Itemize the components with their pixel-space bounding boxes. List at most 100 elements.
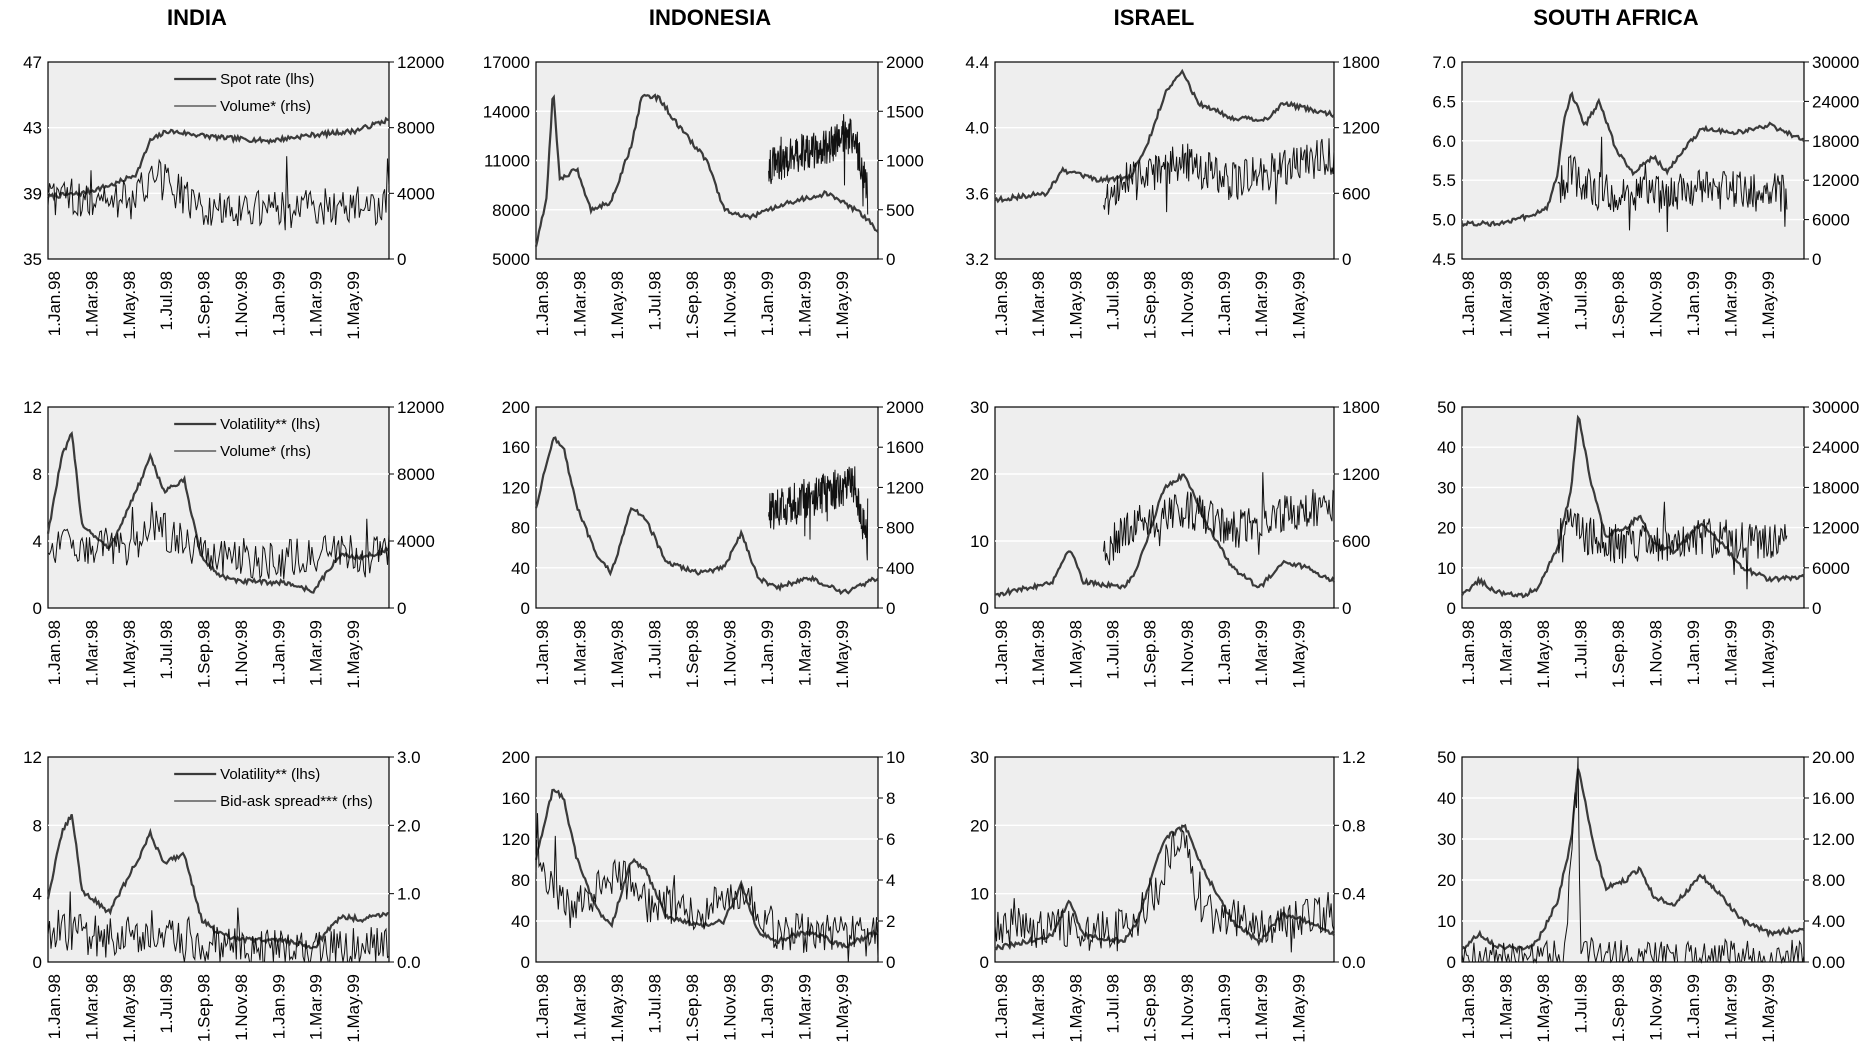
panel-southafrica-vol: 5040302010030000240001800012000600001.Ja… (1437, 398, 1859, 689)
x-tick-label: 1.May.98 (1534, 271, 1553, 340)
plot-area (1461, 61, 1805, 260)
lhs-tick-label: 80 (511, 519, 530, 538)
rhs-tick-label: 0 (886, 953, 895, 972)
x-tick-label: 1.Mar.98 (1497, 974, 1516, 1040)
x-tick-label: 1.Sep.98 (1609, 974, 1628, 1042)
panel-israel-spread: 30 20 10 0 1.2 0.8 0.4 0.0 1.Jan.98 1.Mar.98 1.May… (970, 748, 1366, 1043)
rhs-tick-label: 12000 (1812, 519, 1859, 538)
series-line-rhs (47, 891, 390, 963)
lhs-tick-label: 80 (511, 871, 530, 890)
x-tick-label: 1.Jul.98 (646, 271, 665, 331)
column-title-israel: ISRAEL (1114, 5, 1195, 30)
rhs-tick-label: 0.4 (1342, 885, 1366, 904)
x-tick-label: 1.May.98 (120, 271, 139, 340)
x-tick-label: 1.Mar.98 (571, 620, 590, 686)
x-tick-label: 1.Jul.98 (646, 974, 665, 1034)
lhs-tick-label: 8 (33, 465, 42, 484)
lhs-tick-label: 40 (511, 559, 530, 578)
x-tick-label: 1.May.98 (120, 974, 139, 1043)
rhs-tick-label: 18000 (1812, 478, 1859, 497)
x-tick-label: 1.May.99 (1289, 974, 1308, 1043)
legend-label: Bid-ask spread*** (rhs) (220, 793, 373, 810)
panel-india-spread: 12 8 4 0 3.0 2.0 1.0 0.0 1.Jan.98 1.Mar.98 1.May.9… (23, 748, 421, 1043)
lhs-tick-label: 5.0 (1432, 211, 1456, 230)
x-tick-label: 1.Nov.98 (721, 271, 740, 338)
series-line-rhs (768, 114, 869, 215)
x-tick-label: 1.Jan.98 (45, 620, 64, 685)
x-tick-label: 1.Nov.98 (1647, 271, 1666, 338)
legend-label: Spot rate (lhs) (220, 71, 314, 88)
x-tick-label: 1.Sep.98 (1609, 271, 1628, 339)
x-tick-label: 1.Jul.98 (157, 974, 176, 1034)
lhs-tick-label: 20 (1437, 519, 1456, 538)
x-tick-label: 1.Mar.99 (1252, 620, 1271, 686)
lhs-tick-label: 4.0 (965, 119, 989, 138)
x-tick-label: 1.Jan.99 (269, 974, 288, 1039)
lhs-tick-label: 10 (970, 532, 989, 551)
x-tick-label: 1.Nov.98 (232, 974, 251, 1041)
x-tick-label: 1.Jan.99 (758, 271, 777, 336)
lhs-tick-label: 3.6 (965, 184, 989, 203)
lhs-tick-label: 0 (521, 599, 530, 618)
x-tick-label: 1.Mar.98 (1497, 271, 1516, 337)
x-tick-label: 1.Nov.98 (1647, 620, 1666, 687)
column-title-indonesia: INDONESIA (649, 5, 771, 30)
panel-southafrica-spot: 7.0 6.5 6.0 5.5 5.0 4.5 30000 24000 18000 12000 60… (1432, 53, 1859, 340)
x-tick-label: 1.Jan.99 (1215, 974, 1234, 1039)
x-tick-label: 1.Jul.98 (1572, 974, 1591, 1034)
rhs-tick-label: 12000 (1812, 171, 1859, 190)
x-tick-label: 1.Mar.99 (307, 974, 326, 1040)
x-tick-label: 1.Nov.98 (1647, 974, 1666, 1041)
lhs-tick-label: 20 (970, 465, 989, 484)
lhs-tick-label: 0 (980, 953, 989, 972)
x-tick-label: 1.May.98 (1534, 974, 1553, 1043)
lhs-tick-label: 3.2 (965, 250, 989, 269)
lhs-tick-label: 12 (23, 748, 42, 767)
series-line-rhs (1103, 472, 1335, 566)
x-tick-label: 1.Mar.99 (1252, 271, 1271, 337)
x-tick-label: 1.Jan.98 (533, 974, 552, 1039)
x-tick-label: 1.Jan.98 (1459, 974, 1478, 1039)
lhs-tick-label: 160 (502, 789, 530, 808)
rhs-tick-label: 16.00 (1812, 789, 1855, 808)
lhs-tick-label: 6.5 (1432, 92, 1456, 111)
x-tick-label: 1.Jan.99 (1684, 271, 1703, 336)
series-line-lhs (994, 823, 1335, 951)
lhs-tick-label: 0 (521, 953, 530, 972)
rhs-tick-label: 24000 (1812, 92, 1859, 111)
plot-area (535, 756, 879, 963)
x-tick-label: 1.Sep.98 (683, 271, 702, 339)
panel-indonesia-vol: 2001601208040020001600120080040001.Jan.9… (502, 398, 924, 689)
x-tick-label: 1.Sep.98 (1609, 620, 1628, 688)
x-tick-label: 1.May.99 (344, 620, 363, 689)
x-tick-label: 1.Nov.98 (232, 271, 251, 338)
rhs-tick-label: 8000 (397, 465, 435, 484)
rhs-tick-label: 8.00 (1812, 871, 1845, 890)
lhs-tick-label: 0 (1447, 599, 1456, 618)
lhs-tick-label: 20 (970, 816, 989, 835)
rhs-tick-label: 0 (1812, 250, 1821, 269)
lhs-tick-label: 20 (1437, 871, 1456, 890)
x-tick-label: 1.Sep.98 (195, 271, 214, 339)
x-tick-label: 1.Jul.98 (1572, 271, 1591, 331)
plot-area (47, 61, 390, 260)
x-tick-label: 1.Mar.98 (1497, 620, 1516, 686)
rhs-tick-label: 1800 (1342, 53, 1380, 72)
x-tick-label: 1.Jan.98 (533, 271, 552, 336)
rhs-tick-label: 1.2 (1342, 748, 1366, 767)
x-tick-label: 1.Sep.98 (683, 620, 702, 688)
panel-southafrica-spread: 50 40 30 20 10 0 20.00 16.00 12.00 8.00 4.00 0.00 1.… (1437, 748, 1854, 1043)
rhs-tick-label: 0.0 (1342, 953, 1366, 972)
x-tick-label: 1.Sep.98 (195, 974, 214, 1042)
x-tick-label: 1.May.98 (608, 620, 627, 689)
x-tick-label: 1.May.98 (608, 974, 627, 1043)
lhs-tick-label: 40 (1437, 438, 1456, 457)
x-tick-label: 1.May.99 (1289, 271, 1308, 340)
rhs-tick-label: 8 (886, 789, 895, 808)
x-tick-label: 1.Nov.98 (232, 620, 251, 687)
rhs-tick-label: 0.00 (1812, 953, 1845, 972)
rhs-tick-label: 2000 (886, 398, 924, 417)
rhs-tick-label: 4000 (397, 184, 435, 203)
plot-area (535, 406, 879, 609)
